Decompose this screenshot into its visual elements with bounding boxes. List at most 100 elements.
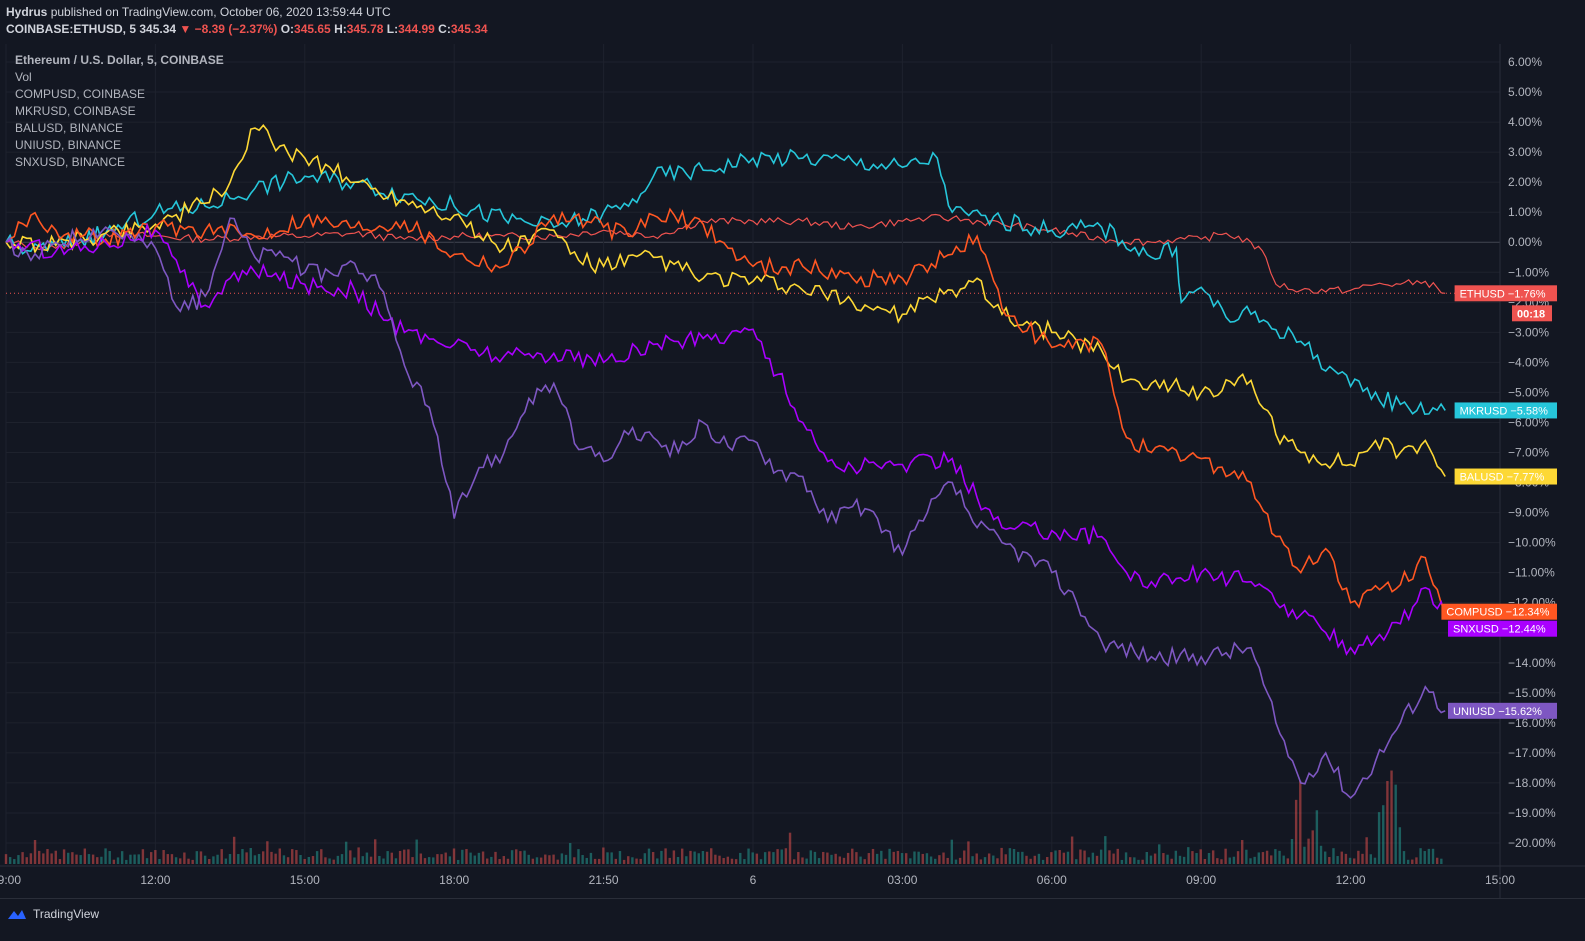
volume-bar (950, 839, 954, 864)
legend-item[interactable]: SNXUSD, BINANCE (15, 155, 125, 169)
volume-bar (116, 857, 120, 864)
volume-bar (398, 850, 402, 864)
y-tick-label: −19.00% (1508, 806, 1556, 820)
volume-bar (929, 856, 933, 864)
publish-header: Hydrus published on TradingView.com, Oct… (0, 0, 1585, 44)
volume-bar (1427, 848, 1431, 864)
legend-item[interactable]: Ethereum / U.S. Dollar, 5, COINBASE (15, 53, 224, 67)
symbol-name[interactable]: COINBASE:ETHUSD, 5 (6, 22, 137, 36)
volume-bar (403, 849, 406, 864)
comparison-chart[interactable]: Ethereum / U.S. Dollar, 5, COINBASE Vol CO… (0, 44, 1585, 898)
volume-bar (892, 851, 895, 864)
volume-bar (179, 858, 182, 864)
y-tick-label: −3.00% (1508, 325, 1549, 339)
volume-bar (938, 855, 941, 864)
series-label-bg (1441, 603, 1557, 620)
volume-bar (1274, 849, 1277, 864)
time-axis[interactable]: 09:00 12:00 15:00 18:00 21:50 6 03:00 06:00 09:0… (0, 865, 1585, 887)
volume-bar (863, 859, 866, 864)
volume-bar (672, 850, 676, 864)
volume-bar (1336, 856, 1339, 864)
legend-item[interactable]: COMPUSD, COINBASE (15, 87, 145, 101)
x-tick-label: 15:00 (290, 873, 320, 887)
tradingview-logo[interactable]: TradingView (6, 907, 99, 921)
series-line-balusd[interactable] (5, 124, 1446, 477)
volume-bar (1257, 852, 1260, 864)
volume-bar (432, 857, 435, 864)
volume-bar (274, 853, 277, 864)
x-tick-label: 12:00 (1336, 873, 1366, 887)
volume-bar (1307, 838, 1310, 864)
volume-bar (46, 849, 49, 864)
volume-bar (266, 841, 269, 864)
volume-bar (710, 848, 713, 864)
volume-bar (527, 854, 530, 864)
volume-bar (494, 851, 497, 864)
volume-bar (1178, 855, 1182, 864)
publisher-name[interactable]: Hydrus (6, 5, 48, 19)
volume-bar (660, 850, 663, 864)
volume-bar (1099, 849, 1103, 864)
volume-bar (108, 851, 111, 864)
volume-bar (983, 857, 987, 864)
legend-item[interactable]: MKRUSD, COINBASE (15, 104, 136, 118)
volume-bar (1311, 830, 1314, 864)
volume-bar (1016, 851, 1020, 864)
series-line-compusd[interactable] (5, 207, 1446, 613)
volume-bar (340, 854, 344, 864)
y-tick-label: −1.00% (1508, 265, 1549, 279)
volume-bar (1253, 856, 1256, 864)
series-line-ethusd[interactable] (5, 213, 1446, 295)
volume-bar (689, 850, 692, 864)
volume-bar (79, 855, 82, 864)
volume-bar (282, 855, 286, 864)
volume-bar (149, 852, 153, 864)
volume-bar (261, 851, 265, 864)
series-label-bg (1454, 468, 1557, 485)
volume-bar (1191, 851, 1194, 864)
legend-item[interactable]: Vol (15, 70, 32, 84)
volume-bar (539, 857, 543, 864)
volume-bar (1149, 855, 1153, 864)
y-tick-label: 6.00% (1508, 55, 1542, 69)
volume-bar (71, 852, 74, 864)
volume-bar (1332, 848, 1335, 864)
volume-bar (1402, 851, 1406, 864)
volume-bar (311, 856, 315, 864)
volume-bar (797, 852, 800, 864)
volume-bar (1423, 851, 1426, 864)
volume-bar (1158, 844, 1161, 864)
volume-bar (174, 857, 178, 864)
volume-bar (1323, 851, 1327, 864)
volume-bar (62, 849, 66, 864)
volume-bar (1394, 784, 1397, 864)
volume-bar (25, 857, 28, 864)
volume-bar (917, 851, 920, 864)
volume-bar (925, 853, 929, 864)
volume-bar (1129, 857, 1132, 864)
volume-bar (374, 839, 377, 864)
volume-bar (212, 856, 215, 864)
series-line-uniusd[interactable] (5, 217, 1446, 800)
legend-item[interactable]: UNIUSD, BINANCE (15, 138, 121, 152)
legend-item[interactable]: BALUSD, BINANCE (15, 121, 123, 135)
series-line-mkrusd[interactable] (5, 148, 1446, 416)
volume-bar (842, 857, 846, 864)
volume-bar (58, 859, 62, 864)
volume-bar (1021, 851, 1024, 864)
volume-bar (1415, 857, 1418, 864)
volume-bar (145, 858, 149, 864)
volume-bar (1112, 853, 1115, 864)
y-tick-label: −20.00% (1508, 836, 1556, 850)
volume-bar (884, 858, 887, 864)
volume-bar (270, 851, 273, 864)
volume-bar (813, 851, 817, 864)
volume-bar (1216, 858, 1219, 864)
volume-bar (1278, 850, 1281, 864)
volume-bar (963, 850, 966, 864)
volume-bar (1066, 851, 1070, 864)
volume-bar (158, 859, 161, 864)
volume-bar (1232, 856, 1236, 864)
volume-bar (332, 859, 335, 864)
series-line-snxusd[interactable] (5, 222, 1446, 656)
